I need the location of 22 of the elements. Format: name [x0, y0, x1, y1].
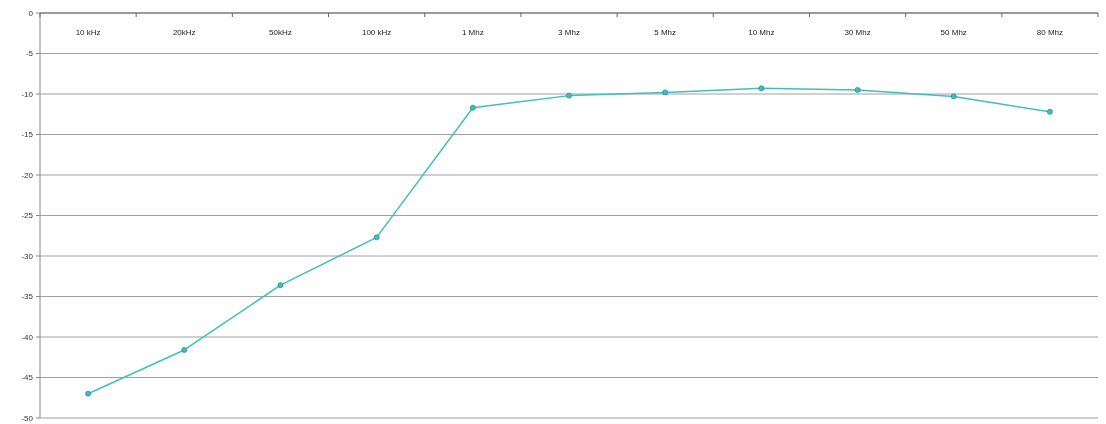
y-tick-label: -20	[21, 170, 34, 180]
y-tick-label: -5	[25, 49, 34, 59]
y-tick-label: -30	[21, 251, 34, 261]
x-tick-label: 10 kHz	[75, 28, 101, 37]
x-tick-label: 10 Mhz	[748, 28, 775, 37]
x-tick-label: 80 Mhz	[1036, 28, 1064, 37]
x-tick-label: 5 Mhz	[654, 28, 677, 37]
x-tick-label: 3 Mhz	[558, 28, 580, 37]
x-tick-label: 50 Mhz	[940, 28, 967, 37]
x-tick-label: 1 Mhz	[461, 28, 484, 37]
y-tick-label: -45	[21, 373, 34, 383]
y-tick-label: -10	[21, 89, 34, 99]
x-tick-label: 20kHz	[172, 28, 196, 37]
y-tick-label: -25	[21, 211, 34, 221]
y-tick-label: -35	[21, 292, 34, 302]
x-tick-label: 50kHz	[269, 28, 292, 37]
x-tick-label: 30 Mhz	[844, 28, 871, 37]
y-tick-label: -50	[21, 413, 34, 423]
y-tick-label: 0	[28, 8, 34, 18]
x-tick-label: 100 kHz	[361, 28, 392, 37]
y-tick-label: -40	[21, 332, 34, 342]
y-tick-label: -15	[21, 130, 34, 140]
